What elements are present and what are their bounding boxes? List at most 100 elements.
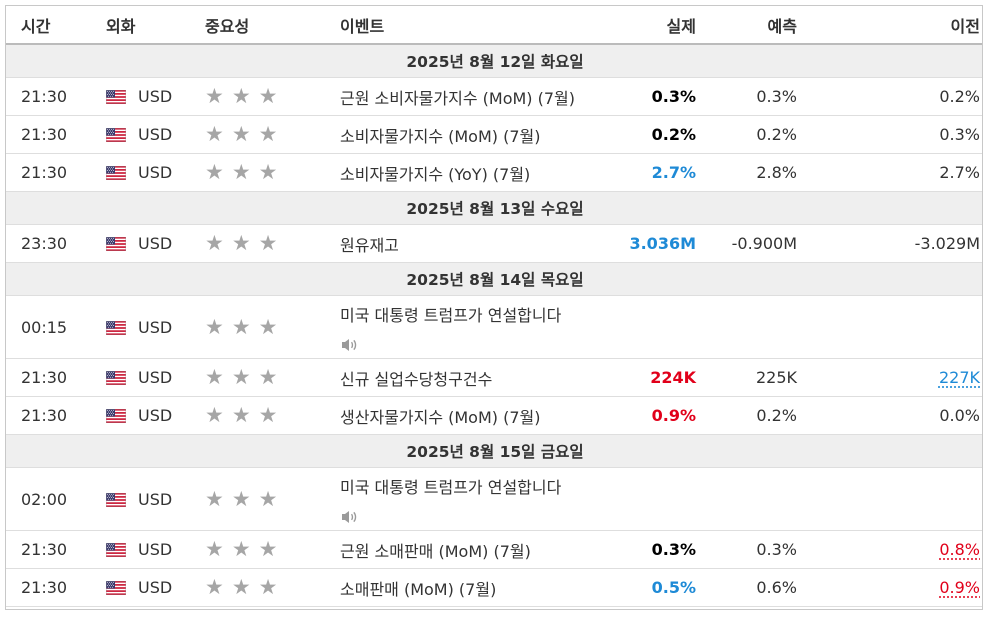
us-flag-icon (106, 409, 126, 423)
event-name[interactable]: 미국 대통령 트럼프가 연설합니다 (340, 477, 562, 497)
event-time: 00:15 (6, 295, 106, 359)
event-name[interactable]: 생산자물가지수 (MoM) (7월) (340, 407, 541, 427)
importance-stars: ★ ★ ★ (205, 358, 339, 397)
economic-calendar: 시간 외화 중요성 이벤트 실제 예측 이전 2025년 8월 12일 화요일 2… (5, 5, 983, 610)
event-row[interactable]: 00:15 USD ★ ★ ★ 미국 대통령 트럼프가 연설합니다 (6, 295, 982, 359)
event-time: 21:30 (6, 568, 106, 607)
event-currency-cell: USD (106, 530, 205, 569)
forecast-value (700, 467, 801, 531)
event-time: 21:30 (6, 77, 106, 116)
event-cell[interactable]: 소비자물가지수 (MoM) (7월) (339, 115, 610, 154)
event-time: 21:30 (6, 358, 106, 397)
speaker-icon[interactable] (340, 509, 360, 525)
event-row[interactable]: 21:30 USD ★ ★ ★ 신규 실업수당청구건수 224K 225K 227K (6, 358, 982, 397)
previous-value[interactable]: 227K (938, 368, 980, 387)
event-cell[interactable]: 소비자물가지수 (YoY) (7월) (339, 153, 610, 192)
event-name[interactable]: 근원 소매판매 (MoM) (7월) (340, 541, 531, 561)
event-currency-cell: USD (106, 77, 205, 116)
header-event[interactable]: 이벤트 (339, 6, 610, 45)
event-name[interactable]: 근원 소비자물가지수 (MoM) (7월) (340, 88, 576, 108)
star-icon: ★ (258, 486, 278, 511)
currency-code: USD (138, 406, 173, 425)
header-time[interactable]: 시간 (6, 6, 106, 45)
actual-value: 0.3% (610, 530, 700, 569)
date-label: 2025년 8월 15일 금요일 (6, 434, 982, 468)
currency-code: USD (138, 489, 173, 509)
event-row[interactable]: 23:30 USD ★ ★ ★ 원유재고 3.036M -0.900M -3.029M (6, 224, 982, 263)
header-importance[interactable]: 중요성 (205, 6, 339, 45)
event-name[interactable]: 미국 대통령 트럼프가 연설합니다 (340, 305, 562, 325)
date-row: 2025년 8월 12일 화요일 (6, 44, 982, 78)
importance-stars: ★ ★ ★ (205, 115, 339, 154)
star-icon: ★ (258, 122, 278, 146)
date-row: 2025년 8월 13일 수요일 (6, 191, 982, 225)
event-cell[interactable]: 소매판매 (MoM) (7월) (339, 568, 610, 607)
event-currency-cell: USD (106, 358, 205, 397)
event-row[interactable]: 21:30 USD ★ ★ ★ 근원 소매판매 (MoM) (7월) 0.3% 0.3% 0.8… (6, 530, 982, 569)
importance-stars: ★ ★ ★ (205, 153, 339, 192)
forecast-value: 0.3% (700, 530, 801, 569)
event-cell[interactable]: 미국 대통령 트럼프가 연설합니다 (339, 467, 610, 531)
event-cell[interactable]: 생산자물가지수 (MoM) (7월) (339, 396, 610, 435)
star-icon: ★ (258, 575, 278, 599)
event-time: 21:30 (6, 530, 106, 569)
calendar-table: 시간 외화 중요성 이벤트 실제 예측 이전 2025년 8월 12일 화요일 2… (6, 6, 982, 607)
table-header: 시간 외화 중요성 이벤트 실제 예측 이전 (6, 6, 982, 45)
event-row[interactable]: 21:30 USD ★ ★ ★ 생산자물가지수 (MoM) (7월) 0.9% 0.2% 0.0… (6, 396, 982, 435)
header-currency[interactable]: 외화 (106, 6, 205, 45)
previous-cell (801, 295, 982, 359)
header-previous[interactable]: 이전 (801, 6, 982, 45)
event-name[interactable]: 소비자물가지수 (YoY) (7월) (340, 164, 531, 184)
event-row[interactable]: 21:30 USD ★ ★ ★ 근원 소비자물가지수 (MoM) (7월) 0.3% 0.3%… (6, 77, 982, 116)
event-time: 23:30 (6, 224, 106, 263)
star-icon: ★ (231, 403, 251, 427)
currency-code: USD (138, 163, 173, 182)
event-cell[interactable]: 원유재고 (339, 224, 610, 263)
forecast-value: 225K (700, 358, 801, 397)
star-icon: ★ (205, 575, 224, 599)
date-label: 2025년 8월 12일 화요일 (6, 44, 982, 78)
previous-value: 0.3% (939, 125, 980, 144)
event-cell[interactable]: 근원 소매판매 (MoM) (7월) (339, 530, 610, 569)
currency-code: USD (138, 368, 173, 387)
previous-value[interactable]: 0.8% (939, 540, 980, 559)
event-currency-cell: USD (106, 153, 205, 192)
actual-value: 0.3% (610, 77, 700, 116)
previous-cell: 0.8% (801, 530, 982, 569)
us-flag-icon (106, 543, 126, 557)
star-icon: ★ (258, 403, 278, 427)
star-icon: ★ (258, 231, 278, 255)
event-row[interactable]: 21:30 USD ★ ★ ★ 소매판매 (MoM) (7월) 0.5% 0.6% 0.9% (6, 568, 982, 607)
star-icon: ★ (205, 122, 224, 146)
actual-value: 0.5% (610, 568, 700, 607)
previous-cell: 2.7% (801, 153, 982, 192)
importance-stars: ★ ★ ★ (205, 568, 339, 607)
event-currency-cell: USD (106, 295, 205, 359)
date-row: 2025년 8월 15일 금요일 (6, 434, 982, 468)
event-name[interactable]: 신규 실업수당청구건수 (340, 369, 493, 389)
star-icon: ★ (231, 122, 251, 146)
event-cell[interactable]: 미국 대통령 트럼프가 연설합니다 (339, 295, 610, 359)
header-actual[interactable]: 실제 (610, 6, 700, 45)
event-row[interactable]: 02:00 USD ★ ★ ★ 미국 대통령 트럼프가 연설합니다 (6, 467, 982, 531)
star-icon: ★ (258, 84, 278, 108)
event-name[interactable]: 소비자물가지수 (MoM) (7월) (340, 126, 541, 146)
previous-cell: 0.3% (801, 115, 982, 154)
date-label: 2025년 8월 14일 목요일 (6, 262, 982, 296)
speaker-icon[interactable] (340, 337, 360, 353)
event-row[interactable]: 21:30 USD ★ ★ ★ 소비자물가지수 (YoY) (7월) 2.7% 2.8% 2.7… (6, 153, 982, 192)
importance-stars: ★ ★ ★ (205, 77, 339, 116)
header-forecast[interactable]: 예측 (700, 6, 801, 45)
event-cell[interactable]: 근원 소비자물가지수 (MoM) (7월) (339, 77, 610, 116)
event-name[interactable]: 소매판매 (MoM) (7월) (340, 579, 497, 599)
event-cell[interactable]: 신규 실업수당청구건수 (339, 358, 610, 397)
event-time: 21:30 (6, 115, 106, 154)
forecast-value: -0.900M (700, 224, 801, 263)
event-name[interactable]: 원유재고 (340, 235, 399, 255)
previous-value[interactable]: 0.9% (939, 578, 980, 597)
star-icon: ★ (205, 314, 224, 339)
importance-stars: ★ ★ ★ (205, 295, 339, 359)
event-row[interactable]: 21:30 USD ★ ★ ★ 소비자물가지수 (MoM) (7월) 0.2% 0.2% 0.3… (6, 115, 982, 154)
previous-cell: 0.0% (801, 396, 982, 435)
previous-cell: -3.029M (801, 224, 982, 263)
